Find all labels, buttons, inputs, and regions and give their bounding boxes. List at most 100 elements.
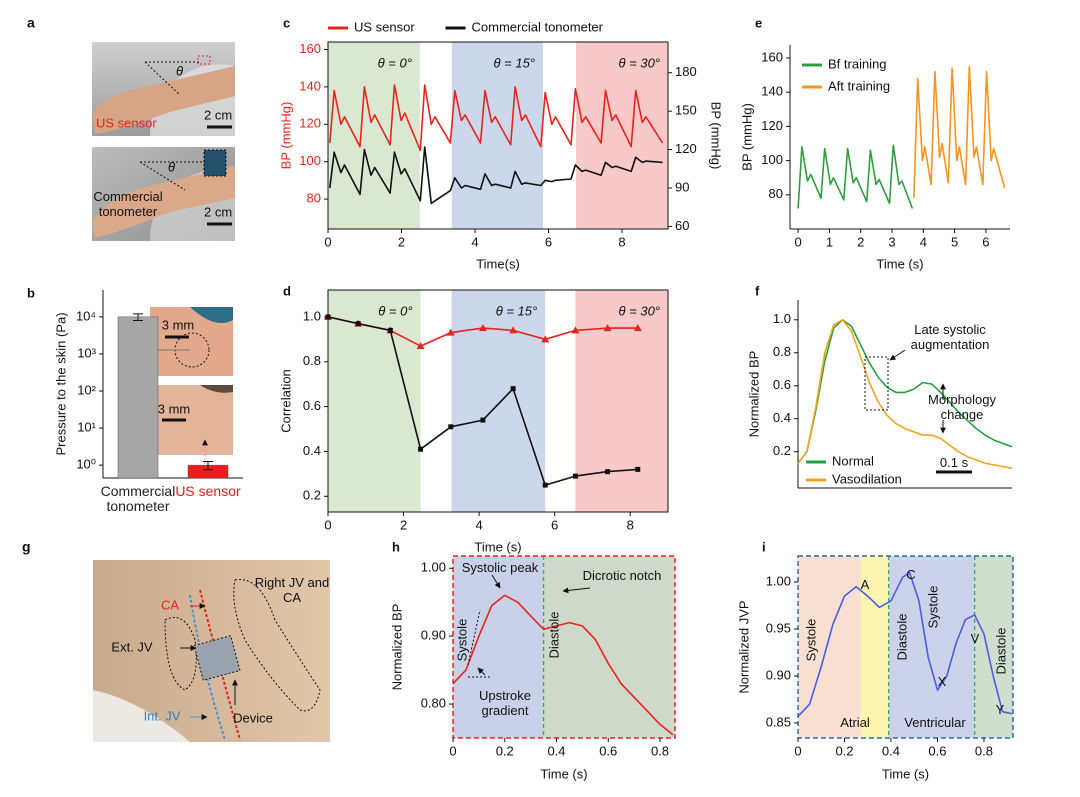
x-tick-label: 4 bbox=[471, 234, 478, 249]
sensor-label: US sensor bbox=[96, 115, 157, 130]
y2-tick-label: 120 bbox=[675, 141, 697, 156]
angle-label: θ bbox=[168, 159, 175, 174]
y-tick-label: 1.00 bbox=[421, 560, 446, 575]
annotation: Dicrotic notch bbox=[582, 568, 662, 583]
photo-g: g CA Ext. JV Int. JV Device bbox=[22, 539, 330, 742]
marker bbox=[387, 327, 393, 333]
series-line bbox=[329, 146, 663, 205]
int-jv-label: Int. JV bbox=[144, 708, 181, 723]
y-tick-label: 140 bbox=[761, 84, 783, 99]
x-tick-label: 0.8 bbox=[651, 743, 669, 758]
y-tick-label: 0.95 bbox=[766, 620, 791, 635]
y-tick-label: 120 bbox=[299, 116, 321, 131]
annotation: Upstroke gradient bbox=[478, 688, 532, 718]
panel-letter: d bbox=[283, 283, 291, 298]
annotation: C bbox=[906, 567, 916, 582]
marker bbox=[510, 386, 516, 392]
x-axis-label: Time (s) bbox=[474, 539, 521, 554]
x-tick-label: 0.2 bbox=[496, 743, 514, 758]
marker bbox=[635, 466, 641, 472]
region bbox=[451, 290, 546, 512]
x-axis-label: Time (s) bbox=[540, 766, 587, 781]
marker bbox=[418, 446, 424, 452]
region bbox=[576, 42, 668, 229]
y2-axis-label: BP (mmHg) bbox=[709, 102, 724, 170]
ca-label: CA bbox=[161, 597, 179, 612]
scale-label: 2 cm bbox=[204, 107, 232, 122]
y-tick-label: 10² bbox=[77, 382, 96, 397]
annotation: Diastole bbox=[894, 614, 909, 661]
y-tick-label: 10⁴ bbox=[76, 308, 96, 323]
annotation-arrow bbox=[864, 356, 889, 411]
annotation-arrow bbox=[889, 349, 906, 361]
y-tick-label: 0.8 bbox=[303, 353, 321, 368]
y-tick-label: 140 bbox=[299, 78, 321, 93]
marker bbox=[325, 314, 331, 320]
region-label: θ = 0° bbox=[378, 303, 412, 318]
y-tick-label: 0.2 bbox=[773, 443, 791, 458]
plot-frame bbox=[327, 289, 669, 513]
y-tick-label: 1.00 bbox=[766, 573, 791, 588]
marker bbox=[478, 324, 487, 332]
annotation: X bbox=[937, 674, 947, 689]
x-tick-label: 0.4 bbox=[547, 743, 565, 758]
region bbox=[543, 556, 675, 738]
series-line bbox=[913, 65, 1006, 199]
y-tick-label: 100 bbox=[299, 153, 321, 168]
annotation: Diastole bbox=[993, 628, 1008, 675]
plot-frame bbox=[327, 41, 669, 230]
region-label: θ = 0° bbox=[378, 55, 412, 70]
x-tick-label: 2 bbox=[398, 234, 405, 249]
annotation: Atrial bbox=[840, 715, 870, 730]
y-tick-label: 0.85 bbox=[766, 714, 791, 729]
y-tick-label: 1.0 bbox=[303, 308, 321, 323]
legend-label: US sensor bbox=[354, 19, 415, 34]
legend-label: Aft training bbox=[828, 78, 890, 93]
x-tick-label: 0 bbox=[324, 517, 331, 532]
marker bbox=[633, 324, 642, 332]
marker bbox=[605, 469, 611, 475]
series-line bbox=[452, 594, 674, 736]
series-line bbox=[329, 84, 664, 152]
marker bbox=[542, 482, 548, 488]
annotation: Systolic peak bbox=[461, 560, 539, 575]
annotation-arrow bbox=[562, 587, 591, 594]
panel-letter: h bbox=[392, 539, 400, 554]
y-tick-label: 160 bbox=[761, 49, 783, 64]
annotation: A bbox=[860, 577, 870, 592]
x-tick-label: 5 bbox=[951, 234, 958, 249]
region bbox=[451, 42, 544, 229]
marker bbox=[571, 326, 580, 334]
error-bar bbox=[133, 313, 143, 321]
marker bbox=[603, 324, 612, 332]
y-tick-label: 1.0 bbox=[773, 311, 791, 326]
marker bbox=[355, 321, 361, 327]
marker bbox=[509, 326, 518, 334]
y-tick-label: 10¹ bbox=[77, 420, 96, 435]
region bbox=[974, 556, 1013, 738]
region bbox=[860, 556, 889, 738]
y-tick-label: 120 bbox=[761, 118, 783, 133]
annotation: Morphology change bbox=[928, 392, 996, 422]
device-label: Device bbox=[233, 710, 273, 725]
y-tick-label: 0.80 bbox=[421, 695, 446, 710]
region bbox=[328, 42, 420, 229]
annotation: Systole bbox=[454, 619, 469, 662]
y-axis-label: BP (mmHg) bbox=[739, 103, 754, 171]
series-line bbox=[797, 319, 1013, 469]
x-tick-label: 8 bbox=[627, 517, 634, 532]
x-tick-label: 0.8 bbox=[975, 743, 993, 758]
photo-a: a US sensor 2 cm θ 2 cm θ bbox=[27, 15, 235, 241]
guide-line bbox=[467, 609, 481, 666]
series-line bbox=[797, 571, 1012, 717]
legend-label: Bf training bbox=[828, 56, 887, 71]
x-tick-label: 0 bbox=[324, 234, 331, 249]
x-tick-label: 8 bbox=[618, 234, 625, 249]
x-tick-label: 2 bbox=[400, 517, 407, 532]
x-tick-label: 0 bbox=[794, 743, 801, 758]
y-axis-label: BP (mmHg) bbox=[278, 102, 293, 170]
panel-letter: i bbox=[762, 539, 766, 554]
category-label: US sensor bbox=[175, 483, 241, 499]
y-axis-label: Normalized JVP bbox=[736, 600, 751, 693]
